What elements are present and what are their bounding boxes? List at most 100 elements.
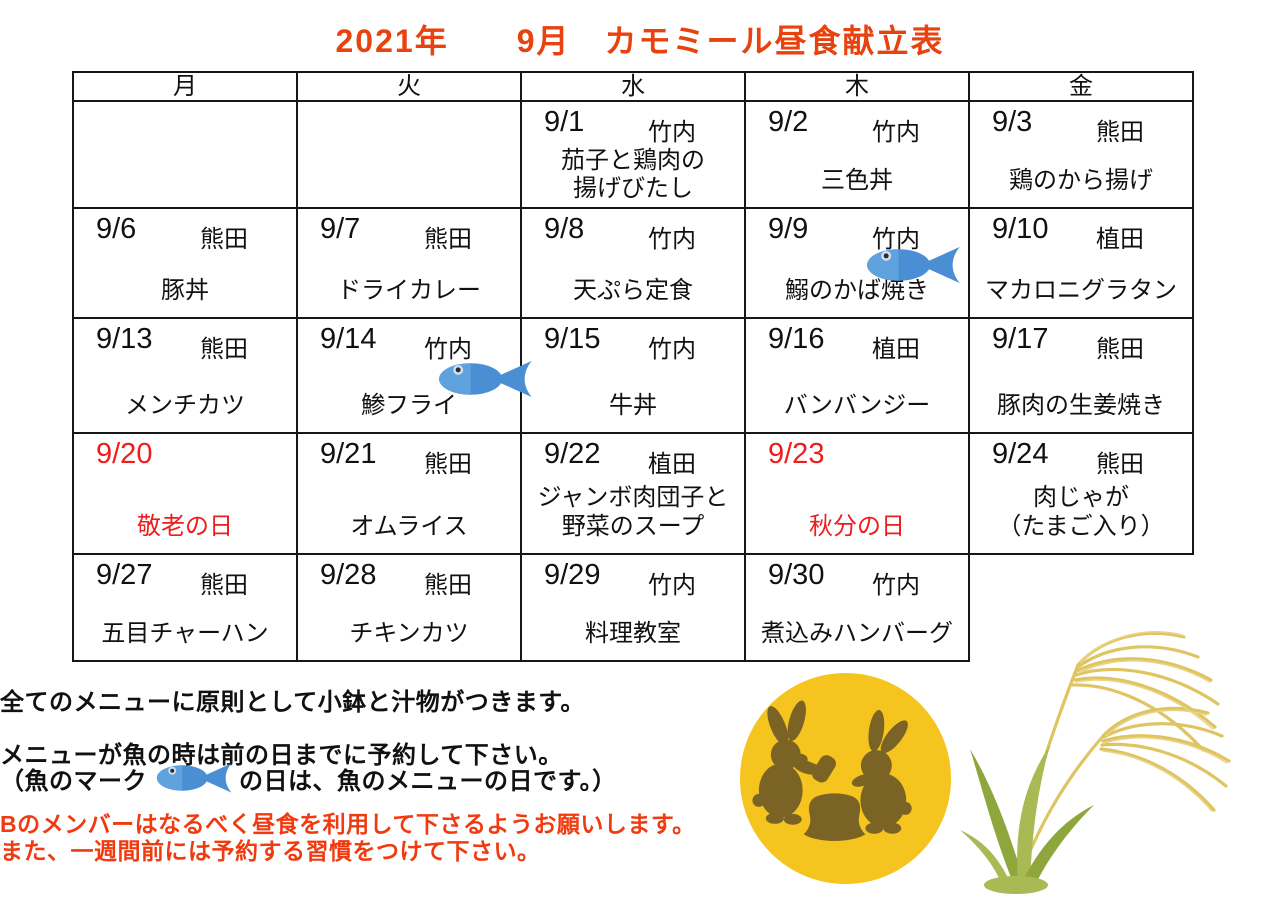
calendar-cell: 9/3 熊田鶏のから揚げ: [970, 102, 1194, 209]
date-label: 9/6: [96, 213, 137, 245]
cook-name: 竹内: [424, 336, 472, 363]
menu-item: ドライカレー: [337, 276, 481, 304]
date-label: 9/29: [544, 559, 601, 591]
calendar-cell: 9/14 竹内 鯵フライ: [298, 319, 532, 434]
cook-name: 竹内: [872, 572, 920, 599]
date-label: 9/15: [544, 323, 601, 355]
day-header: 木: [746, 73, 970, 102]
calendar-cell: 9/10 植田 マカロニグラタン: [970, 209, 1194, 319]
calendar-cell: [298, 102, 522, 209]
page-title: 2021年 9月 カモミール昼食献立表: [335, 23, 945, 59]
calendar-cell: 9/15 竹内牛丼: [522, 319, 746, 434]
menu-item: 鶏のから揚げ: [1009, 166, 1153, 194]
note-fish-reservation: メニューが魚の時は前の日までに予約して下さい。: [0, 742, 563, 769]
date-label: 9/21: [320, 438, 377, 470]
calendar-cell: 9/6 熊田豚丼: [74, 209, 298, 319]
menu-item: 敬老の日: [137, 512, 233, 540]
calendar-cell: 9/1 竹内 茄子と鶏肉の 揚げびたし: [522, 102, 746, 209]
date-label: 9/8: [544, 213, 585, 245]
calendar-cell: 9/2 竹内三色丼: [746, 102, 970, 209]
menu-item: 料理教室: [585, 619, 681, 647]
cook-name: 植田: [648, 451, 696, 478]
cook-name: 熊田: [1096, 336, 1144, 363]
calendar-cell: [74, 102, 298, 209]
date-label: 9/13: [96, 323, 153, 355]
cook-name: 竹内: [648, 336, 696, 363]
date-label: 9/23: [768, 438, 825, 470]
day-header: 金: [970, 73, 1194, 102]
note-side-dishes: 全てのメニューに原則として小鉢と汁物がつきます。: [0, 689, 585, 716]
rabbit-silhouettes: [752, 700, 912, 841]
menu-item: 肉じゃが （たまご入り）: [997, 484, 1165, 540]
date-label: 9/30: [768, 559, 825, 591]
calendar-cell: 9/28 熊田 チキンカツ: [298, 555, 522, 662]
cook-name: 熊田: [424, 226, 472, 253]
calendar-cell: 9/30 竹内煮込みハンバーグ: [746, 555, 970, 662]
menu-item: 五目チャーハン: [101, 619, 269, 647]
menu-item: 豚肉の生姜焼き: [997, 391, 1165, 419]
date-label: 9/20: [96, 438, 153, 470]
menu-item: 煮込みハンバーグ: [761, 619, 953, 647]
calendar-cell: 9/27 熊田 五目チャーハン: [74, 555, 298, 662]
date-label: 9/17: [992, 323, 1049, 355]
note-fish-mark-before: （魚のマーク: [0, 767, 147, 795]
note-week-ahead: また、一週間前には予約する習慣をつけて下さい。: [0, 838, 541, 864]
cook-name: 植田: [872, 336, 920, 363]
fish-icon: [867, 246, 960, 284]
menu-item: メンチカツ: [125, 391, 245, 419]
cook-name: 熊田: [200, 226, 248, 253]
menu-item: チキンカツ: [349, 619, 469, 647]
susuki-grass-illustration: [960, 631, 1231, 894]
calendar-cell: 9/24 熊田肉じゃが （たまご入り）: [970, 434, 1194, 555]
cook-name: 竹内: [648, 226, 696, 253]
date-label: 9/28: [320, 559, 377, 591]
note-member-request: Bのメンバーはなるべく昼食を利用して下さるようお願いします。: [0, 811, 696, 837]
cook-name: 熊田: [200, 336, 248, 363]
menu-item: バンバンジー: [783, 391, 931, 419]
date-label: 9/7: [320, 213, 361, 245]
menu-item: ジャンボ肉団子と 野菜のスープ: [537, 484, 729, 540]
menu-item: 豚丼: [161, 276, 209, 304]
day-header: 月: [74, 73, 298, 102]
fish-icon: [439, 360, 532, 398]
cook-name: 熊田: [1096, 451, 1144, 478]
cook-name: 竹内: [872, 119, 920, 146]
menu-item: 天ぷら定食: [573, 276, 693, 304]
cook-name: 熊田: [1096, 119, 1144, 146]
moon-rabbits-illustration: [739, 672, 952, 885]
fish-icon: [156, 763, 232, 793]
calendar-cell: 9/7 熊田ドライカレー: [298, 209, 522, 319]
calendar-cell: 9/23 秋分の日: [746, 434, 970, 555]
date-label: 9/24: [992, 438, 1049, 470]
cook-name: 熊田: [424, 451, 472, 478]
calendar-cell: 9/21 熊田オムライス: [298, 434, 522, 555]
date-label: 9/22: [544, 438, 601, 470]
calendar-cell: 9/17 熊田豚肉の生姜焼き: [970, 319, 1194, 434]
note-fish-mark-after: の日は、魚のメニューの日です。）: [239, 767, 617, 795]
date-label: 9/10: [992, 213, 1049, 245]
cook-name: 竹内: [872, 226, 920, 253]
menu-item: オムライス: [350, 512, 468, 540]
calendar-cell: 9/9 竹内鰯のかば焼き: [746, 209, 970, 319]
calendar-cell: 9/22 植田ジャンボ肉団子と 野菜のスープ: [522, 434, 746, 555]
note-fish-mark: （魚のマーク の日は、魚のメニューの日です。）: [0, 760, 617, 796]
calendar-cell: 9/20 敬老の日: [74, 434, 298, 555]
menu-item: 牛丼: [609, 391, 657, 419]
menu-item: 鰯のかば焼き: [785, 276, 929, 304]
fish-icon-slot: [153, 760, 233, 796]
day-header: 水: [522, 73, 746, 102]
menu-item: 秋分の日: [809, 512, 905, 540]
date-label: 9/9: [768, 213, 809, 245]
date-label: 9/2: [768, 106, 809, 138]
calendar-cell: 9/29 竹内 料理教室: [522, 555, 746, 662]
cook-name: 熊田: [200, 572, 248, 599]
date-label: 9/14: [320, 323, 377, 355]
date-label: 9/16: [768, 323, 825, 355]
menu-item: マカロニグラタン: [985, 276, 1177, 304]
date-label: 9/1: [544, 106, 585, 138]
menu-item: 三色丼: [821, 166, 893, 194]
date-label: 9/3: [992, 106, 1033, 138]
cook-name: 竹内: [648, 119, 696, 146]
day-header: 火: [298, 73, 522, 102]
